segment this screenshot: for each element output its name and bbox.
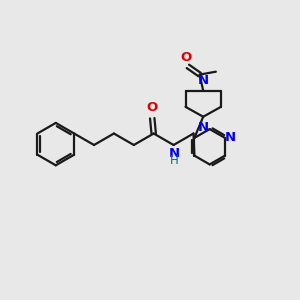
Text: N: N (198, 74, 209, 87)
Text: O: O (180, 51, 191, 64)
Text: O: O (147, 101, 158, 114)
Text: H: H (170, 154, 178, 167)
Text: N: N (224, 131, 236, 144)
Text: N: N (169, 147, 180, 160)
Text: N: N (198, 122, 209, 134)
